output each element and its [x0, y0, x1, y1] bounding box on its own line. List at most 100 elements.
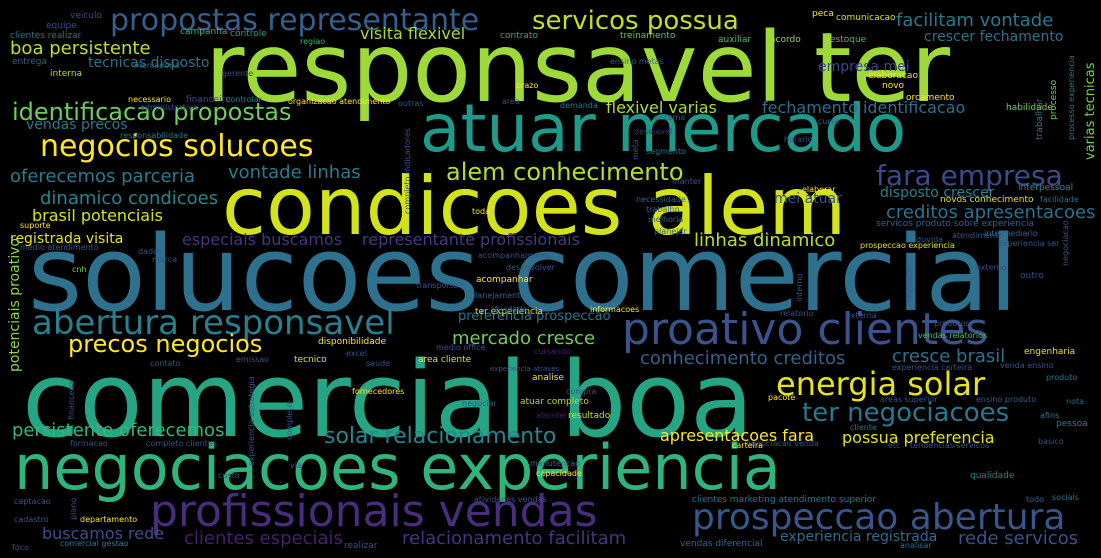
word: potenciais proativo	[7, 238, 23, 372]
word: cadastro	[14, 515, 49, 524]
word: controle	[230, 29, 267, 39]
word: produtos	[934, 319, 970, 328]
word: venda ensino	[1000, 361, 1054, 370]
word: linhas dinamico	[694, 230, 836, 251]
word: rede servicos	[958, 528, 1079, 549]
word: externo	[976, 263, 1007, 272]
word: manutencao	[530, 459, 581, 468]
word: dinamico condicoes	[40, 188, 219, 209]
word: curso	[818, 117, 840, 126]
word: gerente	[222, 69, 254, 78]
word: processo	[1049, 79, 1059, 120]
word: marca	[152, 255, 178, 264]
word: atividade	[490, 305, 528, 314]
word: creditos apresentacoes	[886, 202, 1096, 223]
word: realizar	[344, 541, 378, 551]
word: nota	[1066, 397, 1085, 406]
word: informacoes	[590, 305, 640, 314]
word: meta	[631, 139, 640, 160]
word: representante profissionais	[362, 230, 580, 249]
word: requisito	[905, 267, 914, 302]
word: empresa mei	[818, 59, 910, 75]
word: ter negociacoes	[802, 398, 1010, 428]
word: necessidade	[636, 195, 686, 204]
word: clientes especiais	[184, 528, 343, 549]
word: negociacao venda	[746, 439, 819, 448]
word: contato	[150, 359, 181, 368]
word: servicos possua	[532, 6, 739, 36]
word: analisar	[900, 541, 932, 550]
word: campanha	[180, 27, 228, 37]
word: mercado cresce	[452, 328, 596, 349]
word: area cliente	[418, 355, 472, 365]
word: tecnico	[294, 355, 327, 365]
word: atuar completo	[520, 397, 589, 407]
word: solucoes comercial	[28, 213, 1018, 335]
word: fornecedores	[352, 387, 405, 396]
word: precos negocios	[68, 330, 263, 358]
word: desejavel	[634, 127, 673, 136]
word: acompanhamento	[478, 251, 551, 260]
word: ter experiencia	[475, 307, 543, 317]
word: financeiro	[186, 95, 231, 105]
word: ensino metas	[610, 57, 664, 66]
word: auxiliar	[718, 35, 752, 45]
word: resultado	[568, 411, 611, 421]
word: formacao	[70, 439, 108, 448]
word: socials	[1052, 493, 1079, 502]
word: fechamento identificacao	[762, 98, 966, 117]
word: pessoa	[1056, 419, 1088, 429]
word: organizacao atendimento	[288, 97, 391, 106]
word: trabalho	[646, 205, 680, 214]
word: horario	[784, 135, 813, 144]
word: atuar mercado	[420, 90, 907, 167]
word: proativo clientes	[622, 304, 989, 355]
word: negocios solucoes	[40, 129, 314, 164]
word: medio atendimento	[20, 243, 99, 252]
word: vendas precos	[26, 117, 128, 133]
word: mercadoria	[134, 61, 180, 70]
word: planejar	[654, 227, 687, 236]
word: fara empresa	[876, 159, 1063, 192]
word: experiencia estrategia	[247, 376, 256, 466]
word: identificacao propostas	[12, 98, 292, 126]
word: prospeccao abertura	[692, 497, 1066, 538]
word: clientes realizar	[10, 31, 82, 41]
word: buscamos rede	[42, 524, 165, 543]
word: interpessoal	[1018, 183, 1074, 193]
word: engenharia	[1024, 347, 1076, 357]
word: afins	[1040, 411, 1060, 420]
word: novos conhecimento	[940, 195, 1034, 205]
word: toda	[472, 207, 491, 216]
word: transporte	[416, 281, 458, 290]
word: emissao	[236, 355, 270, 364]
word: contrato	[500, 31, 538, 41]
word: negociacao	[1061, 220, 1070, 266]
word: cnh	[72, 265, 87, 274]
word: todo	[1026, 495, 1045, 504]
word: areas superior	[880, 395, 938, 404]
word: plano	[69, 497, 78, 520]
word: oferecemos parceria	[10, 166, 195, 187]
word: treinamento	[620, 31, 676, 41]
word: crescer fechamento	[924, 29, 1064, 45]
word: relatorio	[780, 309, 814, 318]
word: intermediario	[984, 229, 1038, 238]
word: condicoes alem	[222, 160, 847, 253]
word: comunicacao	[836, 13, 896, 23]
word: apresentacoes fara	[660, 426, 815, 445]
word: responsabilidade	[120, 131, 189, 140]
word: relacionamento facilitam	[402, 528, 627, 549]
word: sistema	[654, 113, 686, 122]
word: flexivel varias	[606, 98, 717, 117]
word: segmento	[646, 147, 686, 156]
word: experiencia registrada	[780, 529, 938, 545]
word: prospeccao experiencia	[860, 241, 955, 250]
word: regiao	[300, 37, 326, 46]
word: compra	[566, 387, 597, 396]
word: administrativa	[140, 103, 198, 112]
word: elaborar	[802, 185, 836, 194]
word: abertura responsavel	[32, 303, 395, 343]
word: completo	[285, 402, 294, 440]
word: responsavel ter	[205, 12, 951, 124]
